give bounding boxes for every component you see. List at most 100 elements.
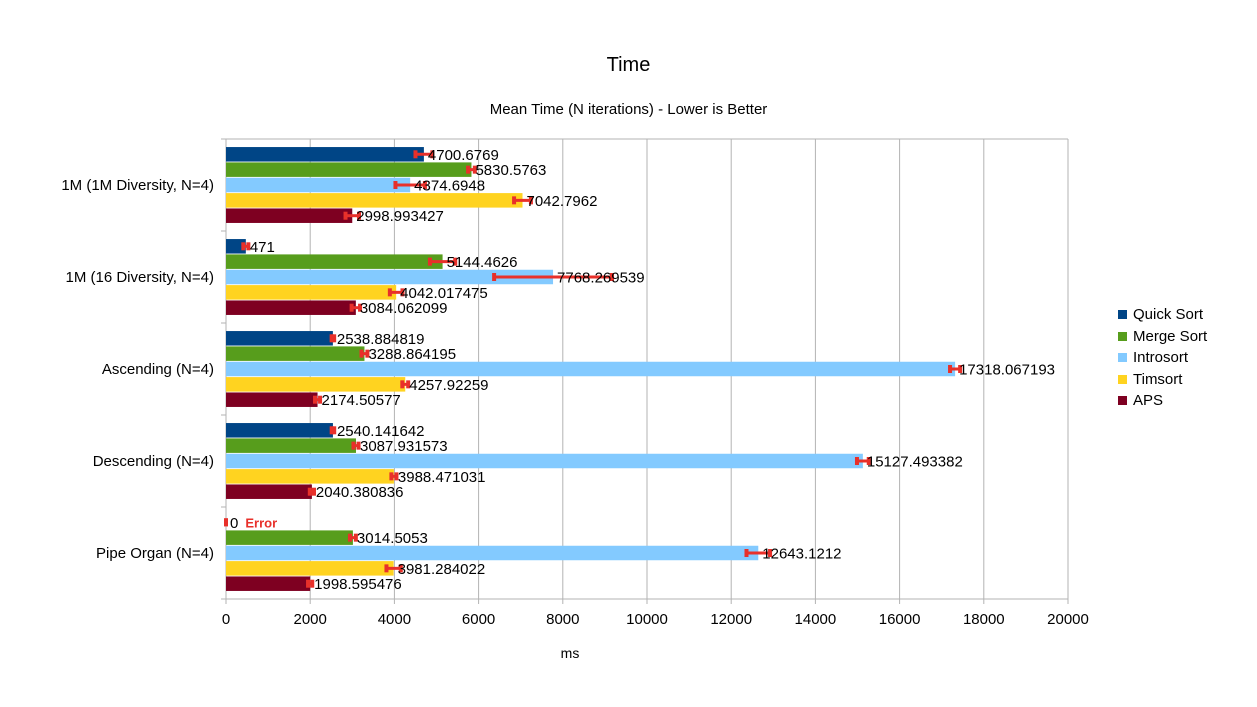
bar	[226, 361, 956, 377]
error-bar-cap	[389, 472, 394, 481]
legend-item: Merge Sort	[1118, 326, 1207, 348]
legend-item: Quick Sort	[1118, 304, 1207, 326]
x-tick-label: 16000	[879, 611, 921, 628]
error-bar-cap	[430, 150, 435, 159]
legend-swatch	[1118, 396, 1127, 406]
y-category-label: Descending (N=4)	[93, 453, 214, 470]
error-bar-cap	[768, 549, 773, 557]
error-bar-cap	[312, 487, 317, 496]
bar	[226, 484, 312, 499]
error-bar-cap	[356, 211, 361, 220]
data-label: 3087.931573	[360, 438, 448, 455]
error-bar-cap	[406, 380, 411, 389]
bar	[226, 346, 365, 361]
data-label: 7042.7962	[527, 193, 598, 210]
legend-label: Merge Sort	[1133, 327, 1208, 345]
data-label: 2538.884819	[337, 331, 425, 348]
bar	[226, 177, 411, 193]
bar	[226, 239, 246, 254]
error-bar-cap	[393, 181, 398, 189]
error-bar-cap	[332, 426, 337, 435]
x-tick-label: 8000	[546, 611, 579, 628]
data-label: 4374.6948	[414, 178, 485, 195]
x-tick-label: 20000	[1047, 611, 1089, 628]
error-bar-cap	[422, 181, 427, 189]
bar	[226, 453, 863, 469]
error-bar-cap	[349, 303, 354, 312]
error-bar-cap	[472, 165, 477, 174]
error-bar-cap	[347, 533, 352, 542]
error-bar-cap	[343, 211, 348, 220]
error-bar-cap	[394, 472, 399, 481]
data-label: 4700.6769	[428, 147, 499, 164]
data-label: 12643.1212	[762, 546, 841, 563]
bar	[226, 392, 318, 407]
error-bar-cap	[512, 196, 517, 205]
y-category-label: Ascending (N=4)	[102, 361, 214, 378]
error-bar-cap	[528, 196, 533, 205]
error-bar-cap	[387, 288, 392, 297]
data-label: 17318.067193	[959, 362, 1055, 379]
error-bar-cap	[854, 457, 859, 465]
bar	[226, 269, 554, 285]
error-bar-cap	[958, 365, 963, 373]
error-bar-cap	[453, 257, 458, 266]
data-label: 4257.92259	[409, 377, 488, 394]
error-bar-cap	[948, 365, 953, 373]
error-bar-cap	[351, 441, 356, 450]
error-bar-cap	[306, 579, 311, 588]
x-tick-label: 4000	[378, 611, 411, 628]
data-label: 2174.50577	[322, 392, 401, 409]
legend: Quick Sort Merge Sort Introsort Timsort APS	[1118, 304, 1207, 412]
data-label: 1998.595476	[314, 576, 402, 593]
error-bar-cap	[358, 303, 363, 312]
error-bar-cap	[866, 457, 871, 465]
error-bar-cap	[332, 334, 337, 343]
data-label: 3084.062099	[360, 300, 448, 317]
error-bar-cap	[400, 288, 405, 297]
bar	[226, 576, 311, 591]
x-tick-label: 0	[222, 611, 230, 628]
data-label: 7768.269539	[557, 270, 645, 287]
error-bar-cap	[400, 380, 405, 389]
error-bar-cap	[384, 564, 389, 573]
error-bar-cap	[329, 334, 334, 343]
bar	[226, 254, 443, 269]
bar	[226, 300, 356, 315]
legend-item: Introsort	[1118, 347, 1207, 369]
legend-swatch	[1118, 310, 1127, 320]
y-category-label: 1M (16 Diversity, N=4)	[65, 269, 214, 286]
legend-label: Introsort	[1133, 349, 1189, 367]
bar	[226, 193, 523, 208]
data-label: 15127.493382	[867, 454, 963, 471]
chart-subtitle: Mean Time (N iterations) - Lower is Bett…	[489, 101, 768, 118]
bar	[226, 331, 333, 346]
error-bar-cap	[356, 441, 361, 450]
data-label: 3988.471031	[398, 469, 486, 486]
error-bar-cap	[224, 518, 228, 527]
x-tick-label: 12000	[710, 611, 752, 628]
legend-item: APS	[1118, 390, 1207, 412]
bar	[226, 530, 353, 545]
error-bar-cap	[492, 273, 497, 281]
error-annotation: Error	[245, 515, 277, 530]
error-bar-cap	[398, 564, 403, 573]
legend-item: Timsort	[1118, 369, 1207, 391]
legend-swatch	[1118, 353, 1127, 363]
bar	[226, 423, 333, 438]
legend-label: Timsort	[1133, 370, 1183, 388]
x-tick-label: 18000	[963, 611, 1005, 628]
bar	[226, 208, 353, 223]
x-tick-label: 10000	[626, 611, 668, 628]
bar	[226, 285, 397, 300]
bar	[226, 147, 424, 162]
x-tick-label: 2000	[294, 611, 327, 628]
bar	[226, 561, 394, 576]
error-bar-cap	[353, 533, 358, 542]
error-bar-cap	[365, 349, 370, 358]
y-category-label: 1M (1M Diversity, N=4)	[61, 177, 214, 194]
data-label: 5830.5763	[475, 162, 546, 179]
data-label: 0	[230, 515, 238, 532]
data-label: 2540.141642	[337, 423, 425, 440]
